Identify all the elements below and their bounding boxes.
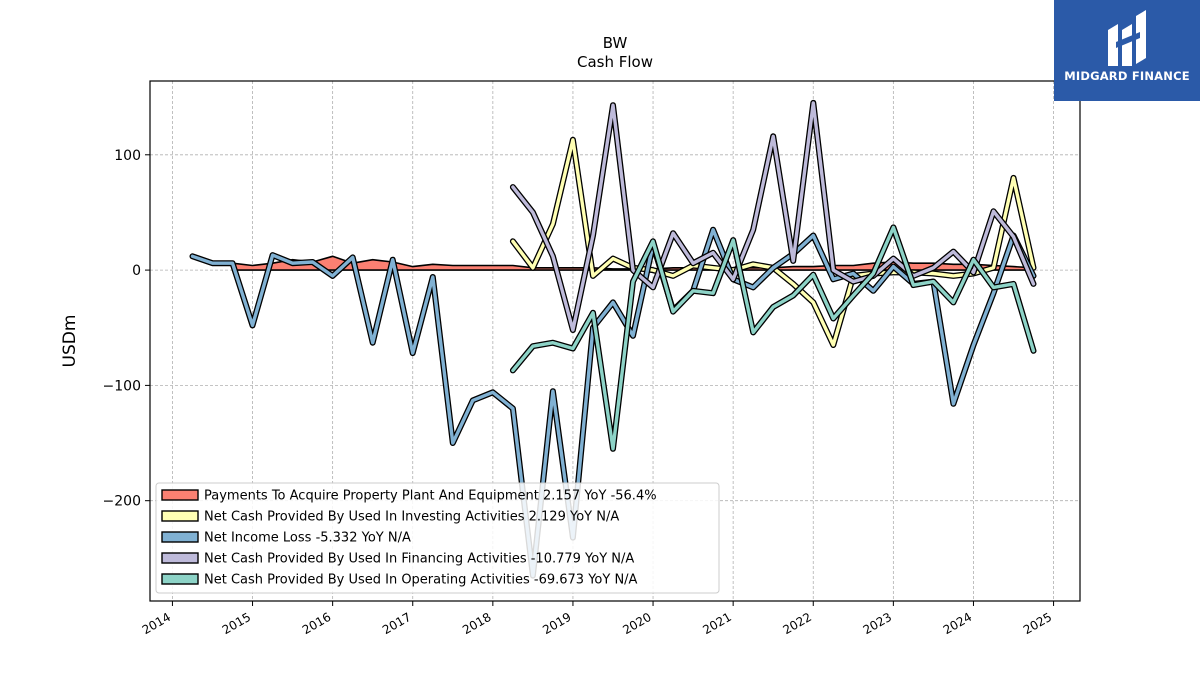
legend-label: Net Cash Provided By Used In Financing A… [204,552,634,567]
chart-subtitle: Cash Flow [577,53,653,71]
plot-frame [149,80,1081,602]
y-tick-label: −100 [103,378,141,394]
legend-swatch [161,510,199,522]
logo-mark-icon [1108,10,1146,66]
series-lines [189,99,1037,579]
series-line-4 [511,225,1036,451]
legend-swatch [161,489,199,501]
legend-label: Payments To Acquire Property Plant And E… [204,489,657,504]
series-line-3 [511,101,1036,332]
x-tick-label: 2018 [460,610,493,637]
x-tick-label: 2019 [540,610,573,637]
series-line-2 [190,227,1036,578]
x-tick-label: 2015 [220,610,253,637]
x-tick-label: 2025 [1021,610,1054,637]
legend-swatch [161,573,199,585]
x-tick-label: 2020 [620,610,653,637]
legend-label: Net Cash Provided By Used In Investing A… [204,510,619,525]
x-tick-label: 2016 [300,610,333,637]
x-tick-label: 2023 [861,610,894,637]
x-tick-label: 2024 [941,610,974,637]
x-tick-label: 2021 [700,610,733,637]
y-tick-label: 0 [132,263,141,279]
midgard-finance-logo: MIDGARD FINANCE [1054,0,1200,101]
x-tick-label: 2017 [380,610,413,637]
x-tick-label: 2014 [140,610,173,637]
legend-swatch [161,552,199,564]
legend-swatch [161,531,199,543]
legend: Payments To Acquire Property Plant And E… [155,482,720,594]
y-tick-label: 100 [114,148,141,164]
y-axis-label: USDm [60,315,80,368]
chart-title: BW [603,34,628,52]
x-tick-label: 2022 [781,610,814,637]
legend-label: Net Cash Provided By Used In Operating A… [204,573,638,588]
legend-label: Net Income Loss -5.332 YoY N/A [204,531,411,546]
y-tick-label: −200 [103,494,141,510]
logo-text: MIDGARD FINANCE [1064,69,1190,83]
legend-box [155,482,720,594]
